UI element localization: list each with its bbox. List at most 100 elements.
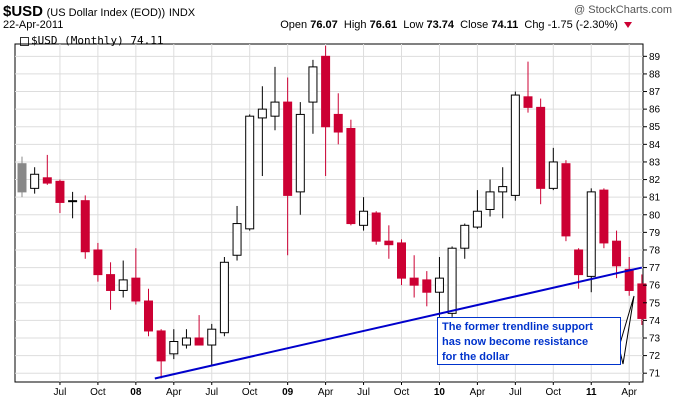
candle-body bbox=[283, 101, 293, 196]
candle bbox=[17, 156, 27, 198]
candle bbox=[359, 197, 369, 231]
candle bbox=[283, 77, 293, 256]
candle bbox=[599, 188, 609, 249]
candle-body bbox=[434, 277, 444, 293]
candle bbox=[219, 257, 229, 337]
candle bbox=[485, 179, 495, 217]
candle bbox=[93, 242, 103, 282]
candle bbox=[181, 329, 191, 349]
candle-body bbox=[118, 279, 128, 291]
candle-body bbox=[586, 191, 596, 277]
candle-body bbox=[17, 163, 27, 193]
candle-body bbox=[460, 224, 470, 249]
candle bbox=[523, 61, 533, 113]
low-label: Low bbox=[403, 19, 424, 31]
candle-body bbox=[624, 268, 634, 291]
x-tick-label: Jul bbox=[357, 387, 370, 398]
candle bbox=[586, 188, 596, 293]
low-value: 73.74 bbox=[426, 19, 455, 31]
candle-body bbox=[169, 341, 179, 355]
y-tick-label: 76 bbox=[649, 281, 661, 292]
x-tick-label: Apr bbox=[621, 387, 637, 398]
candle bbox=[371, 211, 381, 245]
candle bbox=[472, 190, 482, 229]
candle-body bbox=[409, 277, 419, 286]
y-tick-label: 73 bbox=[649, 333, 661, 344]
x-tick-label: Oct bbox=[546, 387, 562, 398]
candle bbox=[510, 91, 520, 201]
x-tick-label: Apr bbox=[318, 387, 334, 398]
candle bbox=[548, 147, 558, 191]
y-tick-label: 85 bbox=[649, 122, 661, 133]
candle-body bbox=[397, 242, 406, 279]
x-axis: Jul Oct 08 Apr Jul Oct 09 Apr Jul Oct 10 Apr Jul Oct 1… bbox=[54, 382, 638, 398]
candle bbox=[106, 262, 116, 310]
candles bbox=[17, 45, 647, 379]
candle-body bbox=[131, 277, 141, 302]
chart-date: 22-Apr-2011 bbox=[3, 19, 64, 31]
candle-body bbox=[612, 240, 622, 267]
candle-body bbox=[55, 180, 65, 203]
candle-body bbox=[93, 249, 103, 276]
y-tick-label: 88 bbox=[649, 69, 661, 80]
x-tick-label: Jul bbox=[205, 387, 218, 398]
y-tick-label: 74 bbox=[649, 316, 661, 327]
candle-body bbox=[510, 94, 520, 196]
candle bbox=[460, 223, 470, 259]
y-tick-label: 75 bbox=[649, 298, 661, 309]
symbol-name: (US Dollar Index (EOD)) bbox=[46, 7, 166, 19]
trendline-group bbox=[154, 266, 643, 380]
candle bbox=[194, 315, 204, 346]
stockcharts-credit[interactable]: @ StockCharts.com bbox=[574, 4, 672, 16]
candle bbox=[207, 323, 217, 367]
candle-body bbox=[257, 108, 267, 119]
y-tick-label: 86 bbox=[649, 105, 661, 116]
x-tick-label: Apr bbox=[166, 387, 182, 398]
y-axis: 71 72 73 74 75 76 77 78 79 80 81 82 83 84 85 86 87 88 89 bbox=[643, 52, 661, 380]
candle-body bbox=[346, 128, 356, 225]
annotation-line: for the dollar bbox=[442, 351, 510, 363]
candle bbox=[118, 260, 128, 298]
candle-body bbox=[68, 200, 78, 203]
y-tick-label: 72 bbox=[649, 351, 661, 362]
candle-body bbox=[106, 274, 116, 291]
y-tick-label: 83 bbox=[649, 157, 661, 168]
candle-body bbox=[270, 101, 280, 117]
candle bbox=[612, 230, 622, 279]
candle bbox=[333, 93, 343, 145]
y-tick-label: 78 bbox=[649, 245, 661, 256]
candle bbox=[447, 246, 457, 317]
chg-label: Chg bbox=[524, 19, 545, 31]
candle bbox=[536, 98, 546, 205]
candle bbox=[397, 239, 406, 286]
candle bbox=[346, 119, 356, 226]
close-value: 74.11 bbox=[491, 19, 519, 31]
candle-body bbox=[144, 300, 153, 332]
candle bbox=[80, 195, 90, 259]
candle-body bbox=[194, 337, 204, 346]
candle bbox=[422, 271, 432, 307]
x-tick-label: Oct bbox=[242, 387, 258, 398]
candle bbox=[409, 255, 419, 298]
candle-body bbox=[321, 55, 331, 128]
candle bbox=[561, 160, 571, 242]
candle-body bbox=[536, 106, 546, 189]
y-tick-label: 77 bbox=[649, 263, 661, 274]
candle-body bbox=[333, 113, 343, 133]
candle-body bbox=[359, 210, 369, 226]
candle bbox=[295, 102, 305, 215]
candle-body bbox=[156, 330, 166, 362]
candle-body bbox=[472, 210, 482, 228]
annotation-box: The former trendline support has now bec… bbox=[437, 317, 621, 365]
candle bbox=[245, 114, 255, 231]
y-tick-label: 71 bbox=[649, 369, 661, 380]
candle-body bbox=[548, 161, 558, 189]
symbol: $USD bbox=[3, 3, 44, 20]
candle bbox=[55, 179, 65, 213]
candle-body bbox=[30, 173, 40, 189]
y-tick-label: 82 bbox=[649, 175, 661, 186]
x-tick-label: Apr bbox=[470, 387, 486, 398]
open-value: 76.07 bbox=[310, 19, 338, 31]
candle-body bbox=[422, 279, 432, 293]
